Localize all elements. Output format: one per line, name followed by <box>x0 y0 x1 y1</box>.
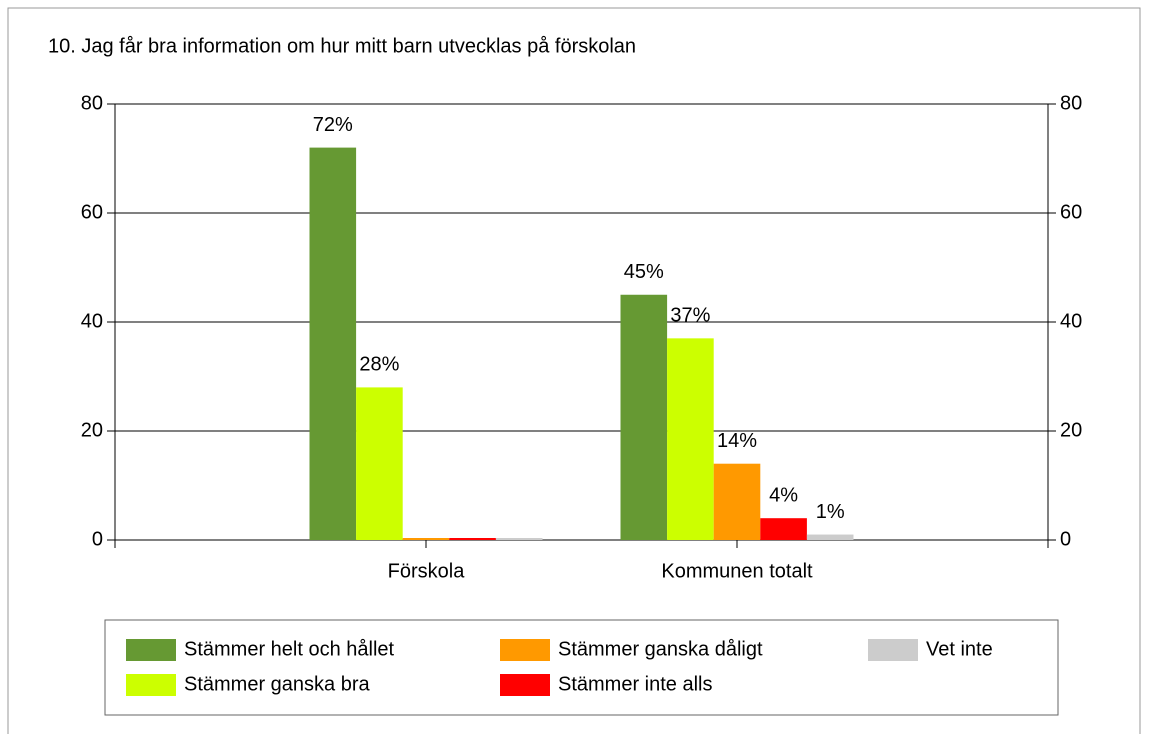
y-tick-label: 20 <box>81 419 103 441</box>
legend-label: Vet inte <box>926 638 993 660</box>
legend-label: Stämmer ganska bra <box>184 673 371 695</box>
legend-label: Stämmer ganska dåligt <box>558 638 763 660</box>
bar <box>309 147 357 540</box>
bar <box>402 538 450 540</box>
bar <box>356 387 403 540</box>
bar <box>806 534 854 540</box>
bar <box>760 518 807 540</box>
y2-tick-label: 60 <box>1060 201 1082 223</box>
legend-label: Stämmer helt och hållet <box>184 638 395 660</box>
value-label: 45% <box>624 261 664 283</box>
value-label: 14% <box>717 430 757 452</box>
bar <box>667 338 714 540</box>
y2-tick-label: 40 <box>1060 310 1082 332</box>
bar <box>620 294 668 540</box>
legend-label: Stämmer inte alls <box>558 673 713 695</box>
legend-box <box>104 619 1059 716</box>
x-tick-label: Förskola <box>388 560 466 582</box>
y2-tick-label: 80 <box>1060 92 1082 114</box>
legend-swatch <box>126 674 176 696</box>
y2-tick-label: 20 <box>1060 419 1082 441</box>
value-label: 1% <box>816 501 845 523</box>
bar <box>495 538 543 540</box>
bar <box>713 463 761 540</box>
y-tick-label: 80 <box>81 92 103 114</box>
value-label: 37% <box>670 305 710 327</box>
legend-swatch <box>500 674 550 696</box>
chart-title: 10. Jag får bra information om hur mitt … <box>48 35 636 57</box>
y2-tick-label: 0 <box>1060 528 1071 550</box>
legend-swatch <box>126 639 176 661</box>
value-label: 72% <box>313 114 353 136</box>
value-label: 4% <box>769 484 798 506</box>
legend-swatch <box>868 639 918 661</box>
frame <box>7 7 1141 734</box>
legend-swatch <box>500 639 550 661</box>
y-tick-label: 40 <box>81 310 103 332</box>
x-tick-label: Kommunen totalt <box>661 560 813 582</box>
value-label: 28% <box>359 354 399 376</box>
bar <box>449 538 496 540</box>
y-tick-label: 60 <box>81 201 103 223</box>
y-tick-label: 0 <box>92 528 103 550</box>
